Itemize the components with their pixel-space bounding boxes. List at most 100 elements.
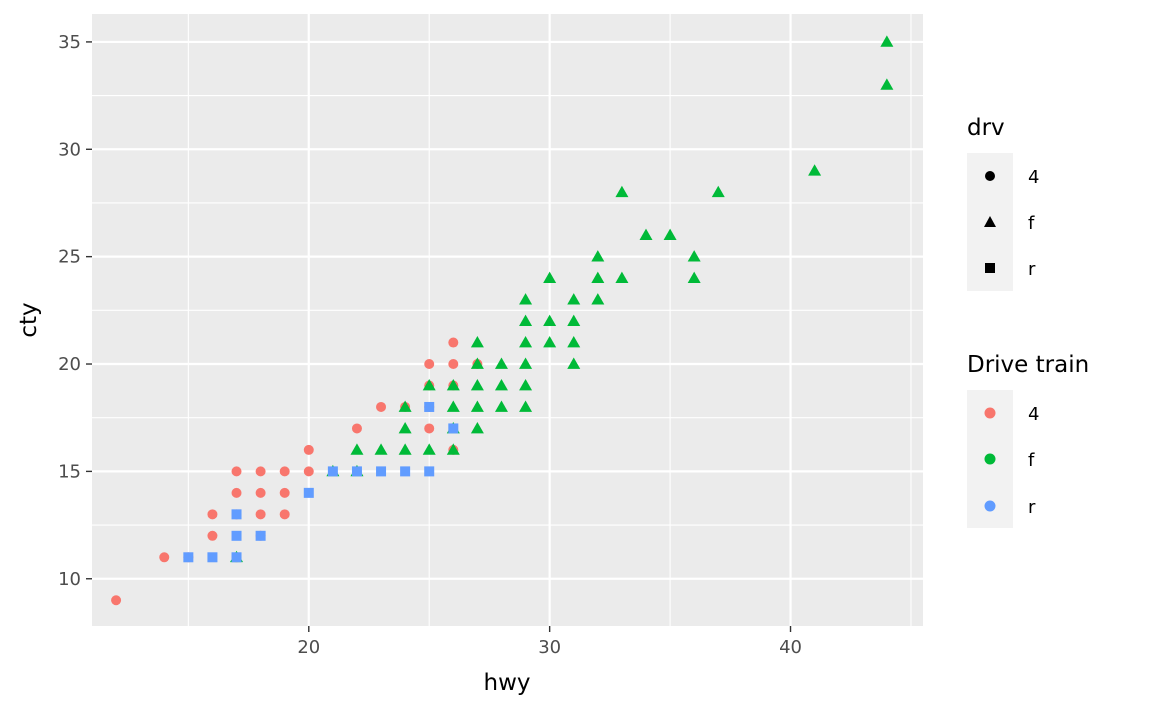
y-tick-label: 20 xyxy=(58,354,81,375)
point-triangle xyxy=(398,443,412,455)
point-circle xyxy=(255,466,266,477)
x-tick-label: 20 xyxy=(297,637,320,658)
point-circle xyxy=(111,595,122,606)
legend-square-icon xyxy=(985,263,995,273)
legend-color-label-f: f xyxy=(1028,450,1035,471)
legend-color-dot-icon xyxy=(984,407,996,419)
legend-shape-key-f: f xyxy=(984,213,1035,234)
legend-color-key-r: r xyxy=(984,497,1036,518)
point-square xyxy=(424,466,435,477)
point-triangle xyxy=(446,378,460,391)
point-square xyxy=(376,466,387,477)
point-triangle xyxy=(567,336,581,348)
grid-minor xyxy=(92,14,923,626)
legend-color: Drive train 4 f r xyxy=(967,352,1089,528)
point-circle xyxy=(159,552,170,563)
point-square xyxy=(303,487,314,498)
legend-color-title: Drive train xyxy=(967,352,1089,378)
legend-shape-key-4: 4 xyxy=(985,167,1039,188)
point-triangle xyxy=(470,421,484,434)
point-triangle xyxy=(567,314,581,326)
point-circle xyxy=(351,423,362,434)
point-triangle xyxy=(446,400,460,412)
y-axis-title: cty xyxy=(16,302,42,337)
legend-shape-label-f: f xyxy=(1028,213,1035,234)
point-triangle xyxy=(615,185,629,198)
y-axis: 10 15 20 25 30 35 xyxy=(58,32,92,590)
point-triangle xyxy=(880,78,894,90)
point-circle xyxy=(303,466,314,477)
point-circle xyxy=(207,509,218,520)
x-tick-label: 30 xyxy=(538,637,561,658)
point-triangle xyxy=(687,271,701,284)
point-triangle xyxy=(711,185,725,198)
legend-shape-label-4: 4 xyxy=(1028,167,1039,188)
point-triangle xyxy=(470,336,484,348)
point-triangle xyxy=(687,250,701,262)
y-tick-label: 25 xyxy=(58,247,81,268)
point-circle xyxy=(207,530,218,541)
point-triangle xyxy=(808,164,822,176)
legend-triangle-icon xyxy=(984,216,996,227)
point-square xyxy=(207,552,218,563)
point-triangle xyxy=(591,271,605,284)
point-triangle xyxy=(494,400,508,412)
legend-color-key-4: 4 xyxy=(984,404,1039,425)
point-triangle xyxy=(519,357,533,369)
point-circle xyxy=(279,509,290,520)
point-square xyxy=(231,509,242,520)
point-square xyxy=(424,401,435,412)
point-triangle xyxy=(470,378,484,391)
point-triangle xyxy=(519,378,533,391)
x-axis: 20 30 40 xyxy=(297,626,802,658)
legend-color-label-r: r xyxy=(1028,497,1036,518)
y-tick-label: 30 xyxy=(58,139,81,160)
point-circle xyxy=(448,359,459,370)
point-triangle xyxy=(567,293,581,305)
point-triangle xyxy=(519,293,533,305)
point-square xyxy=(183,552,194,563)
panel-background xyxy=(92,14,923,626)
point-square xyxy=(448,423,459,434)
point-triangle xyxy=(398,421,412,434)
point-square xyxy=(231,552,242,563)
legend-shape-label-r: r xyxy=(1028,259,1036,280)
point-circle xyxy=(424,423,435,434)
point-triangle xyxy=(615,271,629,284)
point-triangle xyxy=(519,400,533,412)
legend-color-dot-icon xyxy=(984,453,996,465)
point-triangle xyxy=(446,443,460,455)
point-circle xyxy=(448,337,459,348)
x-axis-title: hwy xyxy=(484,670,531,696)
point-triangle xyxy=(519,314,533,326)
legend-color-dot-icon xyxy=(984,500,996,512)
point-square xyxy=(351,466,362,477)
point-triangle xyxy=(880,35,894,47)
point-triangle xyxy=(350,443,364,455)
point-triangle xyxy=(422,443,436,455)
point-triangle xyxy=(543,271,557,284)
point-triangle xyxy=(374,443,388,455)
point-circle xyxy=(279,487,290,498)
point-triangle xyxy=(422,378,436,391)
data-points xyxy=(111,35,894,606)
point-circle xyxy=(255,487,266,498)
point-triangle xyxy=(494,357,508,369)
point-triangle xyxy=(398,400,412,412)
point-triangle xyxy=(519,336,533,348)
point-triangle xyxy=(470,357,484,369)
point-circle xyxy=(231,487,242,498)
point-triangle xyxy=(663,228,677,241)
point-circle xyxy=(303,444,314,455)
point-triangle xyxy=(470,400,484,412)
point-square xyxy=(231,530,242,541)
point-circle xyxy=(424,359,435,370)
legend-shape-title: drv xyxy=(967,115,1005,141)
y-tick-label: 10 xyxy=(58,569,81,590)
legend-color-label-4: 4 xyxy=(1028,404,1039,425)
y-tick-label: 15 xyxy=(58,461,81,482)
legend-shape-key-r: r xyxy=(985,259,1036,280)
point-triangle xyxy=(543,336,557,348)
point-triangle xyxy=(591,250,605,262)
